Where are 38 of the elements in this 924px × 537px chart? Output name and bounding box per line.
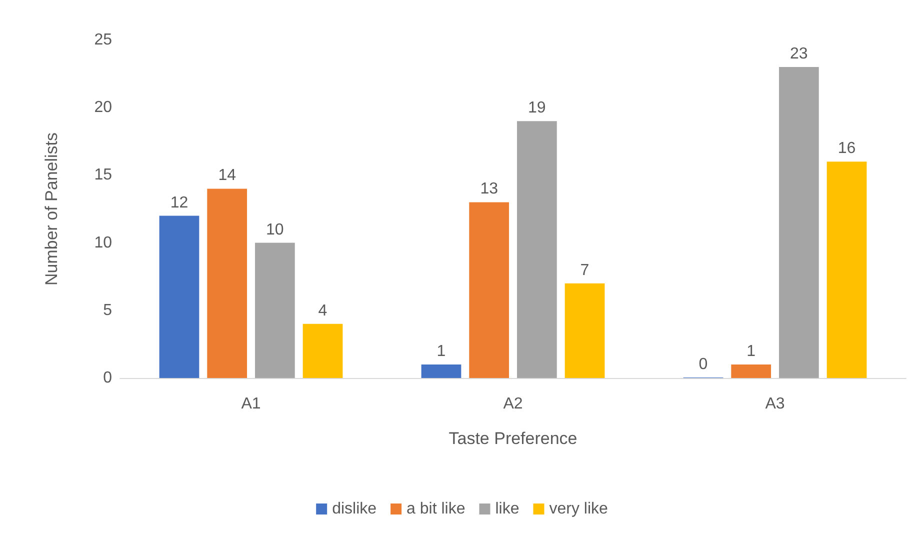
data-label: 10: [266, 221, 284, 238]
data-label: 7: [580, 262, 590, 279]
data-label: 23: [790, 46, 808, 63]
data-label: 1: [746, 342, 756, 360]
legend-label: a bit like: [406, 500, 466, 518]
bar: [159, 216, 200, 378]
data-label: 12: [170, 194, 188, 212]
data-label: 0: [698, 356, 708, 373]
x-tick-label: A3: [765, 396, 785, 412]
legend-label: very like: [549, 500, 608, 518]
x-tick-label: A2: [503, 396, 523, 412]
y-tick-label: 25: [94, 32, 112, 48]
bar: [302, 324, 343, 378]
data-label: 4: [318, 302, 328, 320]
x-tick-label: A1: [241, 396, 261, 412]
data-label: 19: [528, 100, 546, 117]
y-tick-label: 0: [103, 370, 112, 386]
y-axis-title: Number of Panelists: [42, 132, 61, 286]
y-tick-label: 5: [103, 302, 112, 319]
bar: [207, 188, 248, 378]
bar: [778, 67, 819, 378]
bar: [469, 202, 510, 378]
bar: [564, 283, 605, 378]
y-tick-label: 10: [94, 234, 112, 252]
data-label: 1: [436, 342, 446, 360]
legend-label: dislike: [332, 500, 377, 518]
data-label: 16: [838, 140, 856, 158]
data-label: 13: [480, 180, 498, 198]
bar: [421, 364, 462, 378]
bar: [731, 364, 772, 378]
y-tick-label: 20: [94, 99, 112, 116]
legend-label: like: [495, 500, 520, 518]
bar: [516, 121, 557, 378]
bar: [826, 162, 867, 378]
bar: [254, 242, 295, 378]
data-label: 14: [218, 167, 236, 184]
x-axis-title: Taste Preference: [448, 429, 578, 448]
y-tick-label: 15: [94, 166, 112, 184]
